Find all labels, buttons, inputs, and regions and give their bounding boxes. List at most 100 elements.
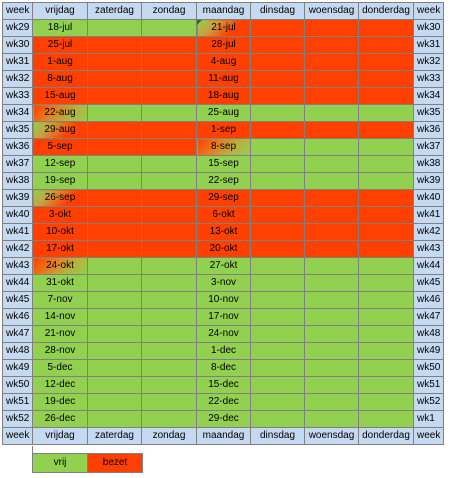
zondag-cell [141, 376, 197, 394]
dinsdag-cell [250, 393, 305, 411]
week-left-cell: wk48 [2, 342, 33, 360]
donderdag-cell [358, 172, 414, 190]
footer-dinsdag: dinsdag [250, 427, 305, 445]
calendar-row: wk52 26-dec 29-dec wk1 [2, 410, 444, 428]
zaterdag-cell [87, 342, 142, 360]
header-row: week vrijdag zaterdag zondag maandag din… [2, 2, 444, 20]
vrijdag-cell: 25-jul [32, 36, 88, 54]
vrijdag-cell: 5-sep [32, 138, 88, 156]
week-right-cell: wk31 [413, 36, 444, 54]
woensdag-cell [304, 257, 359, 275]
week-left-cell: wk41 [2, 223, 33, 241]
zaterdag-cell [87, 359, 142, 377]
header-zondag: zondag [141, 2, 197, 20]
week-right-cell: wk47 [413, 308, 444, 326]
zaterdag-cell [87, 189, 142, 207]
donderdag-cell [358, 410, 414, 428]
zaterdag-cell [87, 121, 142, 139]
calendar-row: wk32 8-aug 11-aug wk33 [2, 70, 444, 88]
week-right-cell: wk51 [413, 376, 444, 394]
donderdag-cell [358, 393, 414, 411]
calendar-row: wk47 21-nov 24-nov wk48 [2, 325, 444, 343]
woensdag-cell [304, 376, 359, 394]
week-right-cell: wk41 [413, 206, 444, 224]
donderdag-cell [358, 274, 414, 292]
week-left-cell: wk44 [2, 274, 33, 292]
week-right-cell: wk37 [413, 138, 444, 156]
week-left-cell: wk37 [2, 155, 33, 173]
donderdag-cell [358, 359, 414, 377]
woensdag-cell [304, 104, 359, 122]
maandag-cell: 15-dec [196, 376, 251, 394]
legend: vrij bezet [32, 453, 143, 473]
maandag-cell: 8-sep [196, 138, 251, 156]
donderdag-cell [358, 376, 414, 394]
woensdag-cell [304, 240, 359, 258]
maandag-cell: 15-sep [196, 155, 251, 173]
zondag-cell [141, 155, 197, 173]
maandag-cell: 24-nov [196, 325, 251, 343]
zondag-cell [141, 325, 197, 343]
woensdag-cell [304, 359, 359, 377]
week-right-cell: wk38 [413, 155, 444, 173]
zondag-cell [141, 36, 197, 54]
woensdag-cell [304, 87, 359, 105]
zondag-cell [141, 121, 197, 139]
dinsdag-cell [250, 172, 305, 190]
vrijdag-cell: 3-okt [32, 206, 88, 224]
woensdag-cell [304, 393, 359, 411]
dinsdag-cell [250, 359, 305, 377]
donderdag-cell [358, 87, 414, 105]
zaterdag-cell [87, 223, 142, 241]
header-week-right: week [413, 2, 444, 20]
calendar-row: wk46 14-nov 17-nov wk47 [2, 308, 444, 326]
donderdag-cell [358, 36, 414, 54]
woensdag-cell [304, 274, 359, 292]
legend-bezet: bezet [88, 453, 143, 473]
maandag-cell: 10-nov [196, 291, 251, 309]
woensdag-cell [304, 342, 359, 360]
header-maandag: maandag [196, 2, 251, 20]
maandag-cell: 18-aug [196, 87, 251, 105]
zondag-cell [141, 19, 197, 37]
donderdag-cell [358, 189, 414, 207]
maandag-cell: 1-sep [196, 121, 251, 139]
week-right-cell: wk42 [413, 223, 444, 241]
week-left-cell: wk51 [2, 393, 33, 411]
woensdag-cell [304, 36, 359, 54]
dinsdag-cell [250, 223, 305, 241]
vrijdag-cell: 22-aug [32, 104, 88, 122]
vrijdag-cell: 10-okt [32, 223, 88, 241]
zaterdag-cell [87, 172, 142, 190]
week-right-cell: wk48 [413, 325, 444, 343]
week-right-cell: wk50 [413, 359, 444, 377]
week-left-cell: wk45 [2, 291, 33, 309]
week-right-cell: wk30 [413, 19, 444, 37]
donderdag-cell [358, 70, 414, 88]
footer-donderdag: donderdag [358, 427, 414, 445]
calendar-row: wk43 24-okt 27-okt wk44 [2, 257, 444, 275]
vrijdag-cell: 1-aug [32, 53, 88, 71]
dinsdag-cell [250, 53, 305, 71]
calendar-row: wk48 28-nov 1-dec wk49 [2, 342, 444, 360]
maandag-cell: 21-jul [196, 19, 251, 37]
zondag-cell [141, 291, 197, 309]
calendar-row: wk30 25-jul 28-jul wk31 [2, 36, 444, 54]
dinsdag-cell [250, 70, 305, 88]
zaterdag-cell [87, 410, 142, 428]
zondag-cell [141, 308, 197, 326]
zondag-cell [141, 206, 197, 224]
week-left-cell: wk31 [2, 53, 33, 71]
maandag-cell: 13-okt [196, 223, 251, 241]
vrijdag-cell: 8-aug [32, 70, 88, 88]
vrijdag-cell: 14-nov [32, 308, 88, 326]
week-left-cell: wk50 [2, 376, 33, 394]
week-right-cell: wk32 [413, 53, 444, 71]
footer-week-right: week [413, 427, 444, 445]
legend-vrij: vrij [32, 453, 88, 473]
woensdag-cell [304, 325, 359, 343]
header-woensdag: woensdag [304, 2, 359, 20]
week-left-cell: wk29 [2, 19, 33, 37]
dinsdag-cell [250, 257, 305, 275]
dinsdag-cell [250, 19, 305, 37]
